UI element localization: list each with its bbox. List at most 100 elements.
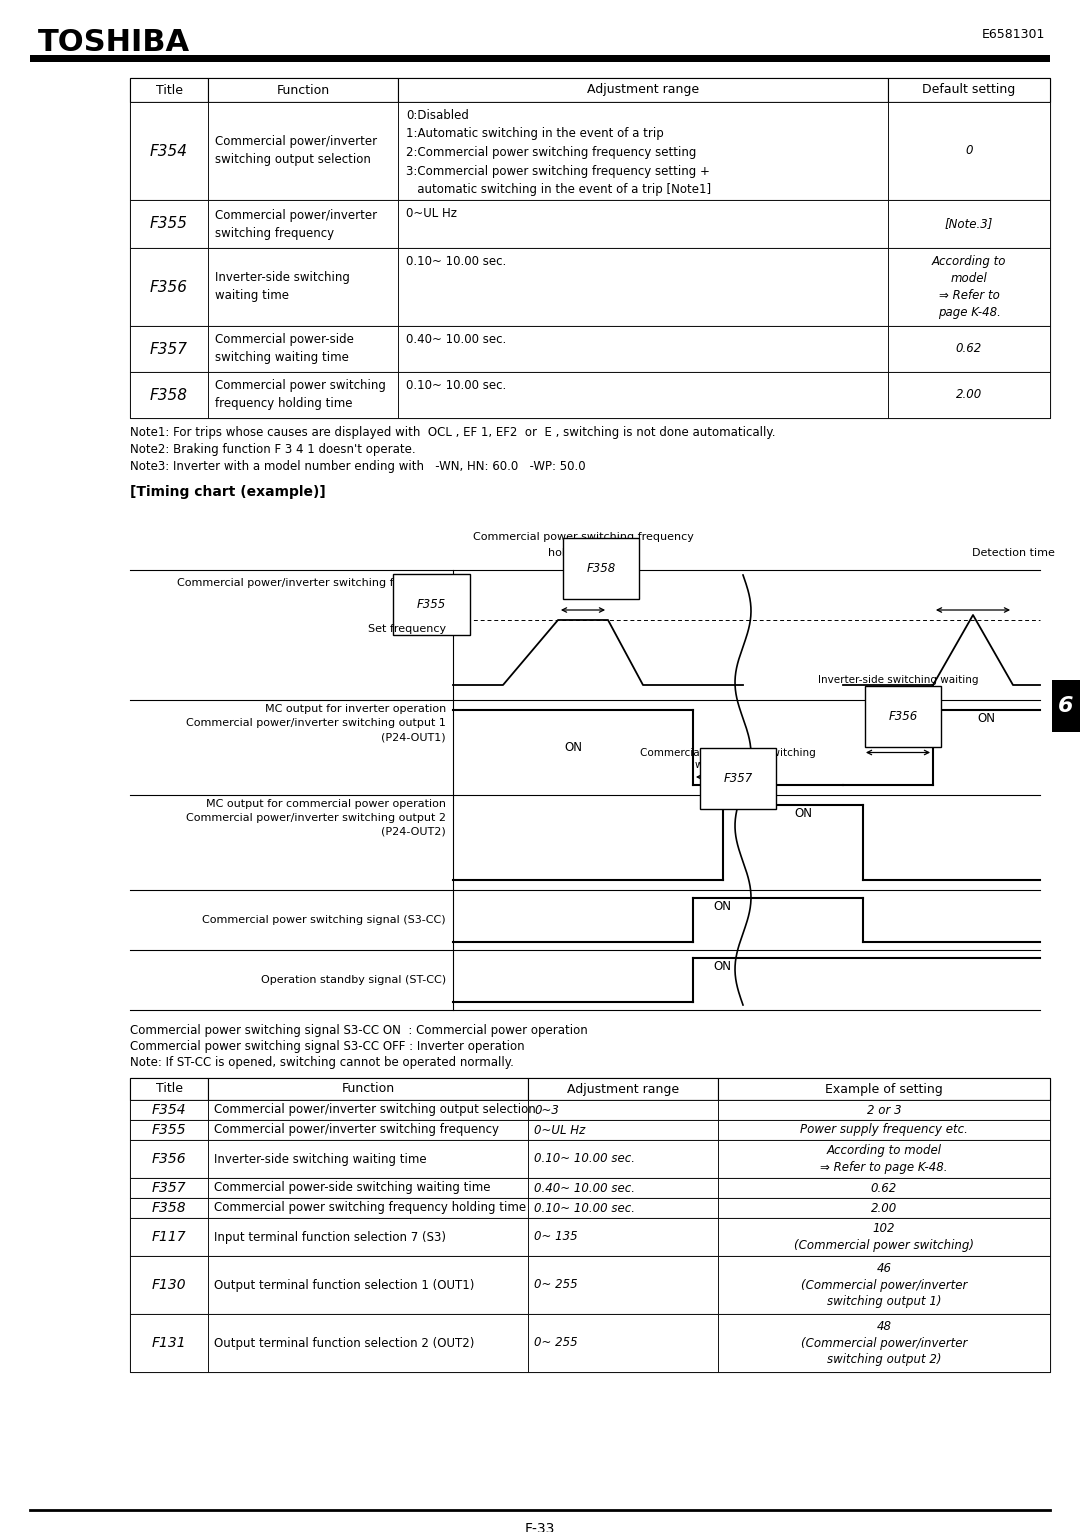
Text: MC output for commercial power operation: MC output for commercial power operation <box>206 800 446 809</box>
Bar <box>130 326 1050 372</box>
Bar <box>208 1218 528 1256</box>
Bar <box>718 1079 1050 1100</box>
Bar <box>528 1314 718 1373</box>
Text: ON: ON <box>564 741 582 754</box>
Bar <box>718 1100 1050 1120</box>
Text: 0~3: 0~3 <box>534 1103 558 1117</box>
Text: Commercial power/inverter switching output 1: Commercial power/inverter switching outp… <box>186 719 446 728</box>
Bar <box>208 1140 528 1178</box>
Bar <box>399 326 888 372</box>
Text: 102
(Commercial power switching): 102 (Commercial power switching) <box>794 1223 974 1252</box>
Bar <box>888 103 1050 201</box>
Bar <box>208 201 399 248</box>
Text: Commercial power switching frequency: Commercial power switching frequency <box>473 532 693 542</box>
Text: (P24-OUT2): (P24-OUT2) <box>381 827 446 836</box>
Text: 0.10~ 10.00 sec.: 0.10~ 10.00 sec. <box>534 1201 635 1215</box>
Text: holding time: holding time <box>548 548 618 558</box>
Text: 0~UL Hz: 0~UL Hz <box>534 1123 585 1137</box>
Bar <box>130 1140 208 1178</box>
Bar <box>130 1100 208 1120</box>
Bar <box>208 103 399 201</box>
Bar <box>718 1256 1050 1314</box>
Text: Commercial power switching signal (S3-CC): Commercial power switching signal (S3-CC… <box>202 915 446 925</box>
Text: ON: ON <box>794 807 812 820</box>
Bar <box>399 372 888 418</box>
Bar <box>130 1314 1050 1373</box>
Text: Commercial power switching frequency holding time: Commercial power switching frequency hol… <box>214 1201 526 1215</box>
Text: F354: F354 <box>151 1103 187 1117</box>
Bar <box>718 1218 1050 1256</box>
Bar <box>30 55 1050 61</box>
Text: Output terminal function selection 1 (OUT1): Output terminal function selection 1 (OU… <box>214 1279 474 1291</box>
Text: F356: F356 <box>150 279 188 294</box>
Text: Default setting: Default setting <box>922 84 1015 97</box>
Text: F355: F355 <box>417 597 446 611</box>
Text: Output terminal function selection 2 (OUT2): Output terminal function selection 2 (OU… <box>214 1336 474 1350</box>
Text: According to
model
⇒ Refer to
page K-48.: According to model ⇒ Refer to page K-48. <box>932 254 1007 319</box>
Bar <box>130 1178 1050 1198</box>
Text: Note2: Braking function F 3 4 1 doesn't operate.: Note2: Braking function F 3 4 1 doesn't … <box>130 443 416 457</box>
Bar <box>130 78 1050 103</box>
Text: waiting time: waiting time <box>696 760 760 771</box>
Bar <box>718 1178 1050 1198</box>
Text: 6: 6 <box>1058 696 1074 715</box>
Text: F357: F357 <box>150 342 188 357</box>
Text: F358: F358 <box>586 562 616 574</box>
Text: F131: F131 <box>151 1336 187 1350</box>
Text: 0~ 255: 0~ 255 <box>534 1336 578 1350</box>
Text: Commercial power-side
switching waiting time: Commercial power-side switching waiting … <box>215 334 354 365</box>
Text: F130: F130 <box>151 1278 187 1291</box>
Text: Function: Function <box>276 84 329 97</box>
Bar <box>130 1120 208 1140</box>
Text: Note3: Inverter with a model number ending with   -WN, HN: 60.0   -WP: 50.0: Note3: Inverter with a model number endi… <box>130 460 585 473</box>
Text: Function: Function <box>341 1083 394 1095</box>
Bar <box>130 1218 208 1256</box>
Bar <box>208 1100 528 1120</box>
Text: 0.40~ 10.00 sec.: 0.40~ 10.00 sec. <box>534 1181 635 1195</box>
Bar <box>718 1314 1050 1373</box>
Bar <box>1052 680 1080 732</box>
Text: Power supply frequency etc.: Power supply frequency etc. <box>800 1123 968 1137</box>
Text: Set frequency: Set frequency <box>368 624 446 634</box>
Bar <box>130 1256 1050 1314</box>
Bar <box>130 1198 208 1218</box>
Bar <box>528 1256 718 1314</box>
Bar <box>208 1198 528 1218</box>
Text: 0~ 255: 0~ 255 <box>534 1279 578 1291</box>
Bar <box>130 103 208 201</box>
Bar <box>399 103 888 201</box>
Text: F358: F358 <box>150 388 188 403</box>
Bar <box>208 1256 528 1314</box>
Text: 0.62: 0.62 <box>956 343 982 355</box>
Text: Example of setting: Example of setting <box>825 1083 943 1095</box>
Text: time: time <box>887 688 909 699</box>
Text: [Timing chart (example)]: [Timing chart (example)] <box>130 486 326 499</box>
Bar <box>130 372 208 418</box>
Bar <box>208 1314 528 1373</box>
Text: Title: Title <box>156 84 183 97</box>
Text: F356: F356 <box>889 709 918 723</box>
Bar <box>208 372 399 418</box>
Bar <box>399 201 888 248</box>
Text: Detection time: Detection time <box>972 548 1054 558</box>
Bar <box>130 248 1050 326</box>
Text: F354: F354 <box>150 144 188 158</box>
Text: 0.40~ 10.00 sec.: 0.40~ 10.00 sec. <box>406 332 507 346</box>
Text: 0.10~ 10.00 sec.: 0.10~ 10.00 sec. <box>406 378 507 392</box>
Bar <box>130 1314 208 1373</box>
Bar <box>528 1140 718 1178</box>
Text: Commercial power/inverter switching output 2: Commercial power/inverter switching outp… <box>186 813 446 823</box>
Text: 0.62: 0.62 <box>870 1181 897 1195</box>
Text: 46
(Commercial power/inverter
switching output 1): 46 (Commercial power/inverter switching … <box>800 1261 968 1308</box>
Bar <box>528 1198 718 1218</box>
Text: Note1: For trips whose causes are displayed with  OCL , EF 1, EF2  or  E , switc: Note1: For trips whose causes are displa… <box>130 426 775 440</box>
Bar <box>130 1079 1050 1100</box>
Bar <box>888 326 1050 372</box>
Text: MC output for inverter operation: MC output for inverter operation <box>265 705 446 714</box>
Text: Adjustment range: Adjustment range <box>567 1083 679 1095</box>
Bar <box>208 326 399 372</box>
Text: Commercial power switching signal S3-CC OFF : Inverter operation: Commercial power switching signal S3-CC … <box>130 1040 525 1052</box>
Text: F356: F356 <box>151 1152 187 1166</box>
Bar <box>399 248 888 326</box>
Text: ON: ON <box>713 961 731 973</box>
